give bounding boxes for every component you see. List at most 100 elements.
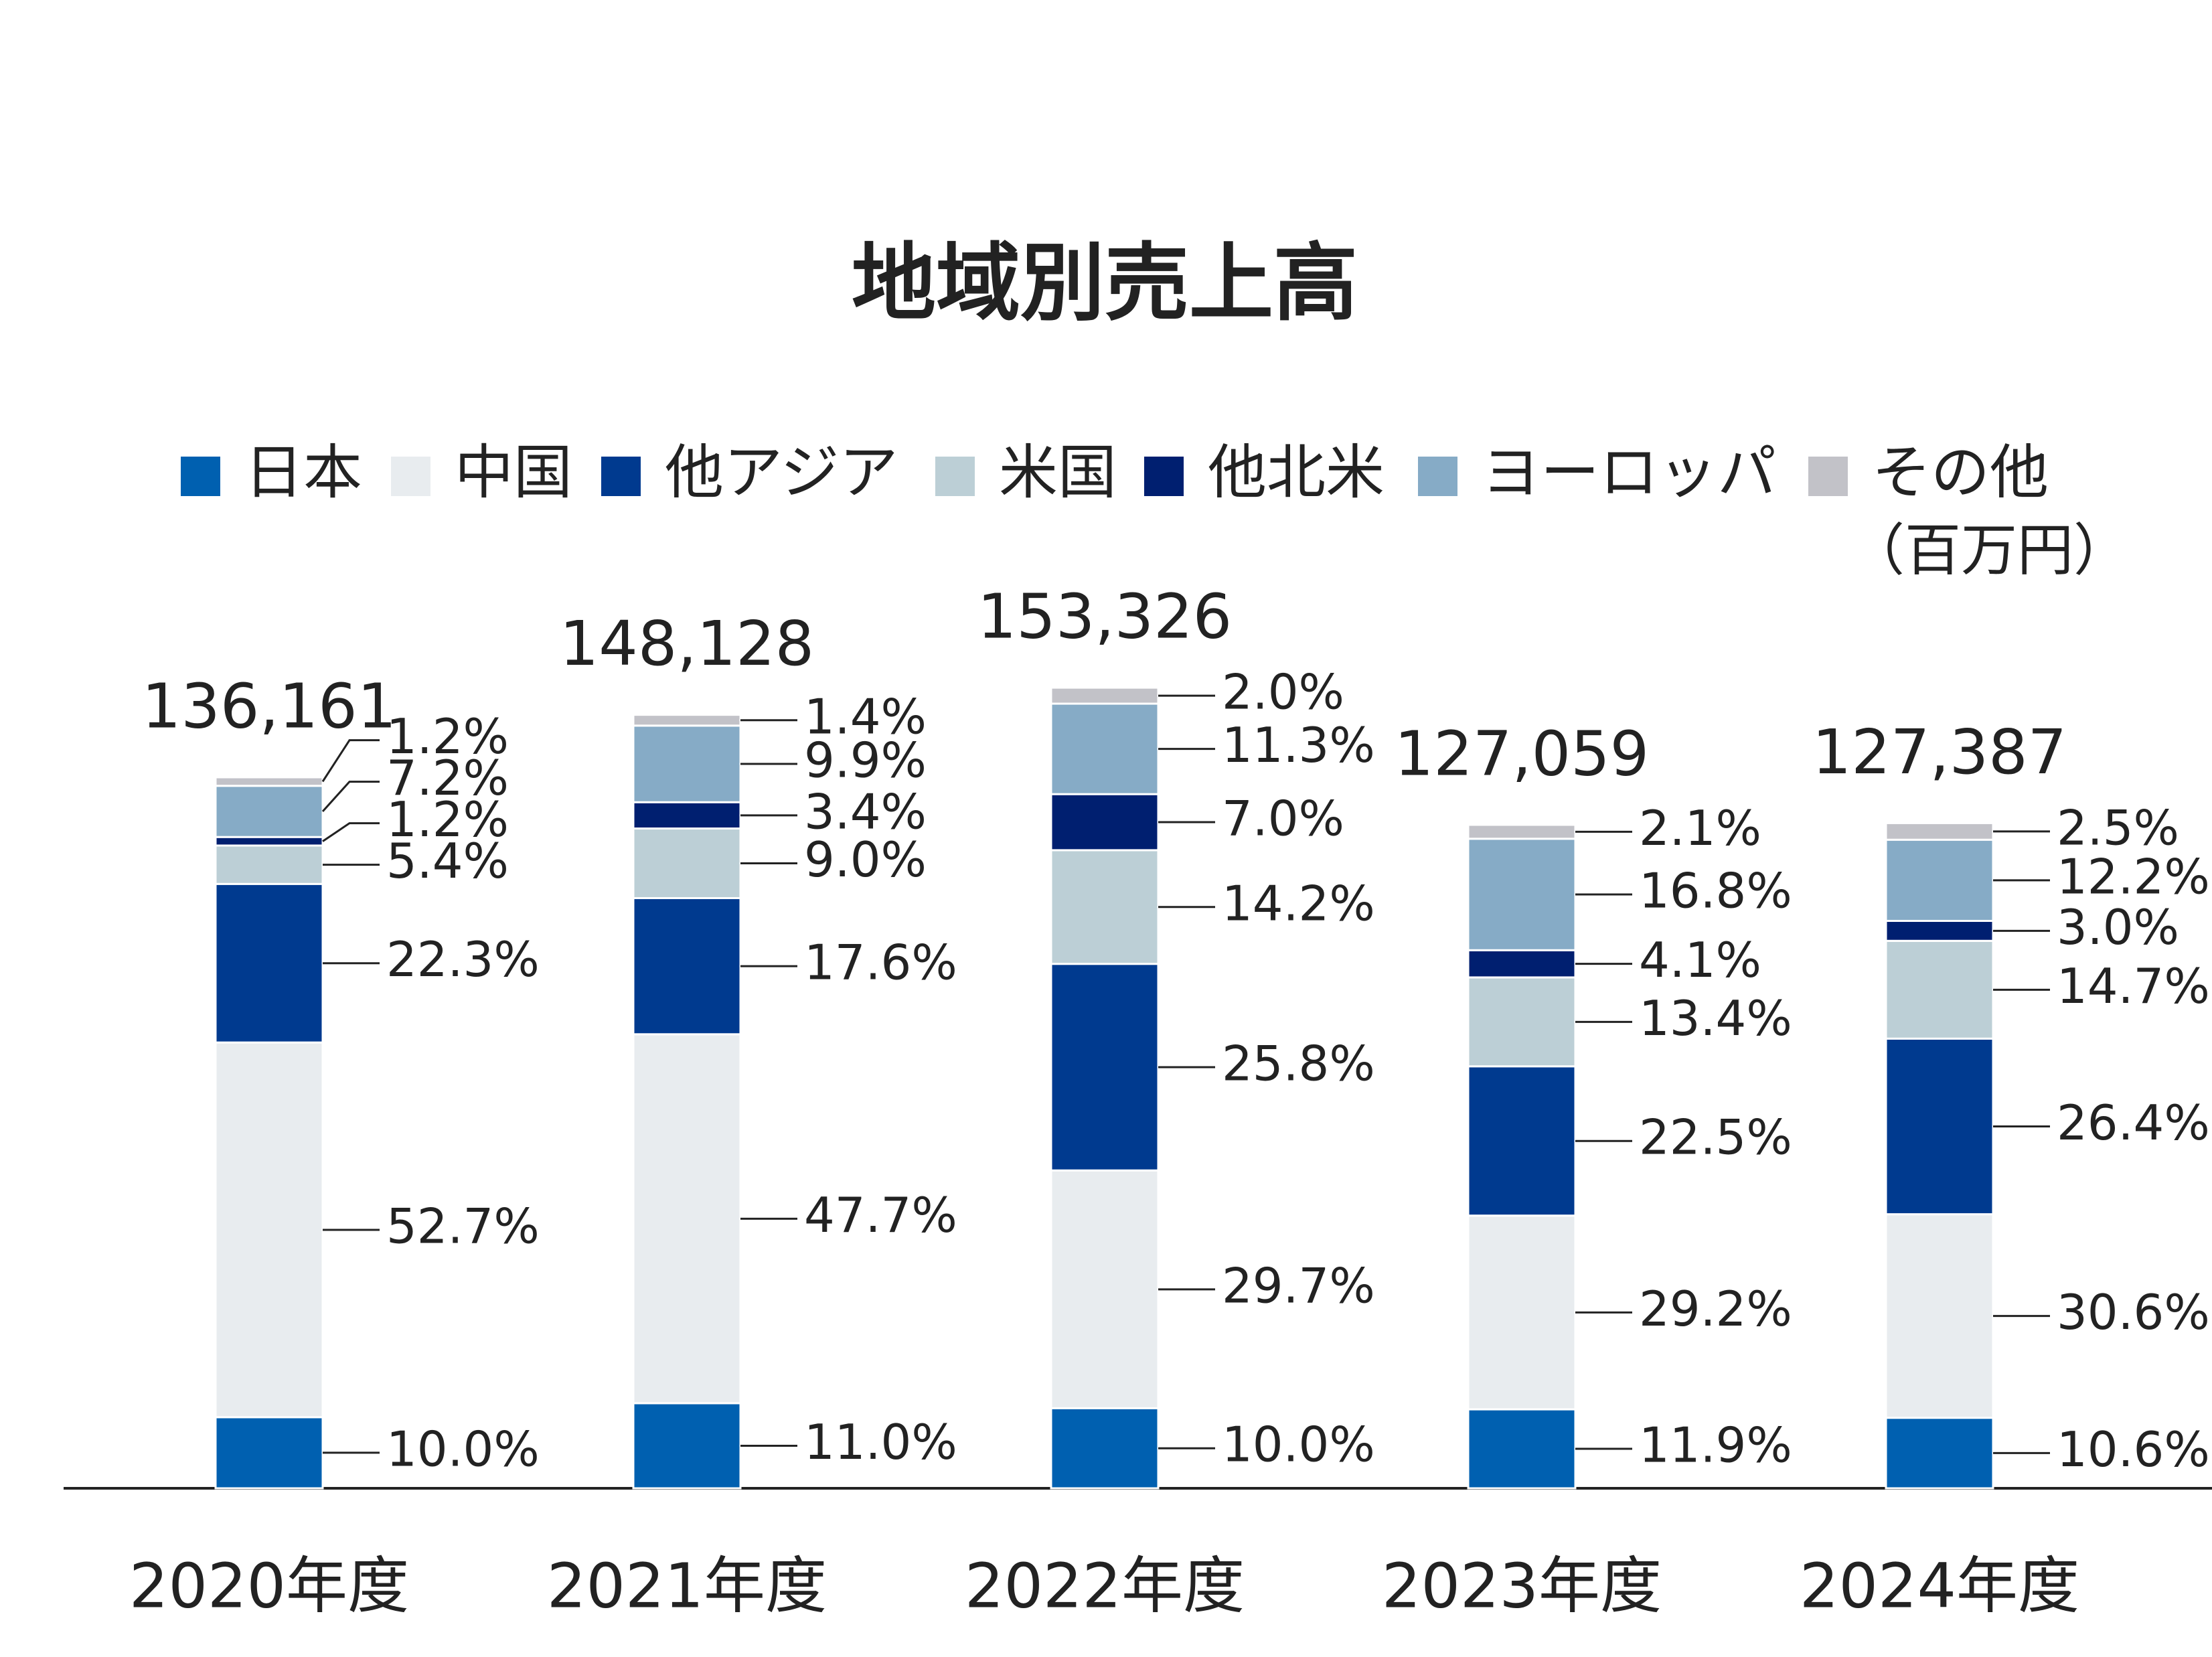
data-label: 1.2% <box>386 791 509 848</box>
legend-label: その他 <box>1872 438 2049 507</box>
data-label: 1.2% <box>386 708 509 765</box>
data-label: 29.7% <box>1222 1257 1375 1314</box>
data-label: 2.5% <box>2057 799 2179 856</box>
data-label: 9.0% <box>804 832 927 888</box>
leader-line <box>321 739 380 783</box>
legend-swatch <box>391 457 430 496</box>
bar-segment <box>214 1041 324 1419</box>
bar-segment <box>1050 1169 1160 1409</box>
bar-segment <box>632 896 742 1036</box>
data-label: 16.8% <box>1639 863 1792 919</box>
bar-segment <box>214 1416 324 1490</box>
legend-label: 日本 <box>244 438 362 507</box>
total-label: 148,128 <box>560 608 814 680</box>
data-label: 10.6% <box>2057 1421 2210 1478</box>
chart-title: 地域別売上高 <box>852 234 1358 333</box>
bar-segment <box>214 776 324 787</box>
bar-segment <box>1885 838 1994 922</box>
data-label: 9.9% <box>804 732 927 789</box>
data-label: 14.7% <box>2057 958 2210 1014</box>
leader-line <box>322 822 380 842</box>
total-label: 136,161 <box>142 670 396 742</box>
data-label: 52.7% <box>386 1198 540 1254</box>
data-label: 4.1% <box>1639 932 1761 988</box>
data-label: 47.7% <box>804 1187 957 1243</box>
data-label: 7.0% <box>1222 791 1344 847</box>
data-label: 25.8% <box>1222 1035 1375 1091</box>
bar-segment <box>1467 1408 1577 1490</box>
data-label: 2.1% <box>1639 800 1761 856</box>
x-tick-label: 2021年度 <box>547 1550 827 1622</box>
bar-segment <box>1885 821 1994 841</box>
legend-label: ヨーロッパ <box>1482 438 1776 507</box>
bar-segment <box>1050 686 1160 705</box>
data-label: 22.3% <box>386 931 540 988</box>
bar-segment <box>214 882 324 1044</box>
bar-segment <box>1467 949 1577 979</box>
data-label: 1.4% <box>804 688 927 744</box>
bar-segment <box>1467 838 1577 951</box>
data-label: 30.6% <box>2057 1284 2210 1340</box>
bar-segment <box>1885 1037 1994 1216</box>
data-label: 3.0% <box>2057 899 2179 955</box>
x-tick-label: 2024年度 <box>1800 1550 2079 1622</box>
bar-segment <box>632 724 742 803</box>
data-label: 11.0% <box>804 1414 957 1470</box>
bar-segment <box>1050 702 1160 795</box>
x-tick-label: 2020年度 <box>129 1550 409 1622</box>
bar-segment <box>214 785 324 838</box>
unit-label: （百万円） <box>1848 518 2130 583</box>
legend-label: 他北米 <box>1208 438 1385 507</box>
bar-segment <box>1467 1214 1577 1411</box>
x-tick-label: 2023年度 <box>1382 1550 1662 1622</box>
bar-segment <box>632 801 742 830</box>
total-label: 153,326 <box>977 580 1232 652</box>
bar-segment <box>214 836 324 847</box>
bar-segment <box>1467 976 1577 1068</box>
legend-label: 中国 <box>455 438 572 507</box>
data-label: 29.2% <box>1639 1281 1792 1337</box>
x-tick-label: 2022年度 <box>965 1550 1245 1622</box>
legend-swatch <box>935 457 975 496</box>
data-label: 3.4% <box>804 783 927 840</box>
bar-segment <box>632 1033 742 1405</box>
bar-segment <box>214 844 324 885</box>
bar-segment <box>1050 849 1160 965</box>
data-label: 14.2% <box>1222 875 1375 931</box>
legend-label: 他アジア <box>665 438 898 507</box>
legend-swatch <box>1144 457 1184 496</box>
bar-segment <box>632 1402 742 1490</box>
leader-line <box>321 781 380 812</box>
data-label: 11.9% <box>1639 1417 1792 1474</box>
total-label: 127,059 <box>1395 718 1649 789</box>
bar-segment <box>1050 963 1160 1172</box>
total-label: 127,387 <box>1812 716 2067 788</box>
bar-segment <box>1885 1213 1994 1419</box>
bar-segment <box>1467 1065 1577 1217</box>
data-label: 10.0% <box>1222 1417 1375 1473</box>
legend-label: 米国 <box>999 438 1117 507</box>
legend-swatch <box>601 457 641 496</box>
data-label: 2.0% <box>1222 664 1344 720</box>
bar-segment <box>1885 939 1994 1040</box>
data-label: 22.5% <box>1639 1109 1792 1166</box>
data-label: 10.0% <box>386 1421 540 1477</box>
data-label: 13.4% <box>1639 990 1792 1046</box>
bar-segment <box>1467 823 1577 840</box>
data-label: 12.2% <box>2057 848 2210 904</box>
data-label: 5.4% <box>386 833 509 889</box>
bar-segment <box>1885 1417 1994 1490</box>
data-label: 11.3% <box>1222 717 1375 773</box>
bar-segment <box>632 714 742 727</box>
legend-swatch <box>1808 457 1848 496</box>
data-label: 7.2% <box>386 750 509 806</box>
bar-segment <box>632 827 742 899</box>
bar-segment <box>1050 793 1160 852</box>
bar-segment <box>1050 1407 1160 1490</box>
data-label: 26.4% <box>2057 1095 2210 1151</box>
legend-swatch <box>181 457 220 496</box>
bar-segment <box>1885 919 1994 942</box>
legend-swatch <box>1418 457 1457 496</box>
data-label: 17.6% <box>804 935 957 991</box>
